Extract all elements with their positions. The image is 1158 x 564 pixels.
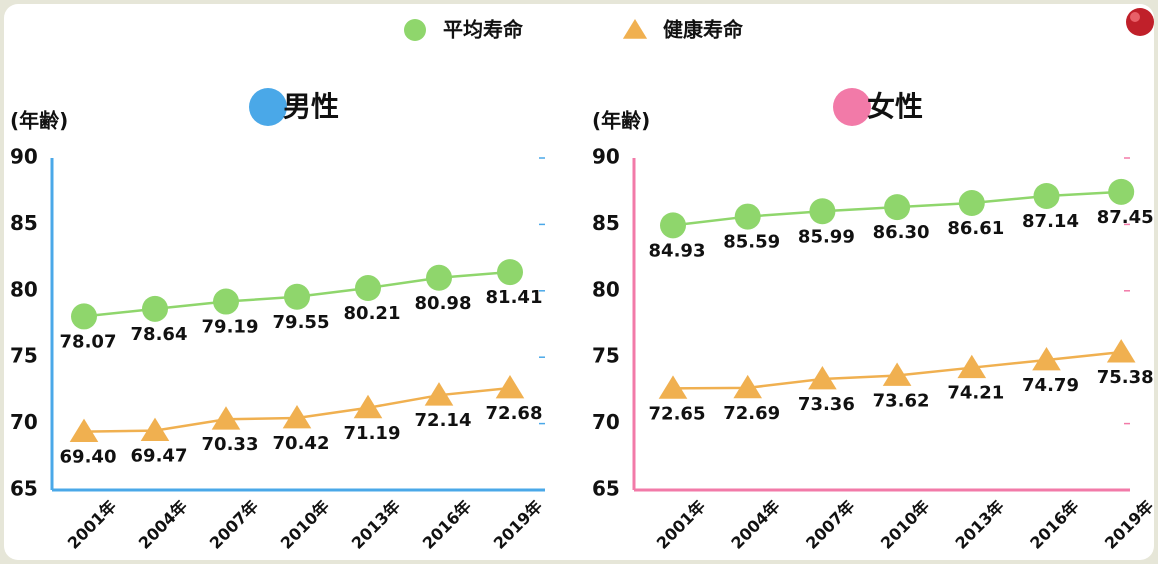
value-label: 78.07 <box>60 331 117 352</box>
legend-label: 平均寿命 <box>443 18 524 42</box>
y-tick-label: 80 <box>592 277 620 301</box>
value-label: 84.93 <box>649 240 706 261</box>
data-point <box>426 265 452 291</box>
data-point <box>497 259 523 285</box>
value-label: 87.14 <box>1022 211 1079 232</box>
data-point <box>1034 183 1060 209</box>
data-point <box>735 204 761 230</box>
value-label: 79.19 <box>202 317 259 338</box>
value-label: 70.42 <box>273 433 330 454</box>
title-badge <box>833 88 871 126</box>
title-badge <box>249 88 287 126</box>
y-tick-label: 75 <box>10 344 38 368</box>
y-tick-label: 75 <box>592 344 620 368</box>
value-label: 69.40 <box>60 447 117 468</box>
data-point <box>660 212 686 238</box>
value-label: 81.41 <box>486 287 543 308</box>
value-label: 78.64 <box>131 324 188 345</box>
value-label: 71.19 <box>344 423 401 444</box>
value-label: 72.14 <box>415 410 472 431</box>
y-tick-label: 70 <box>592 410 620 434</box>
chart-title: 女性 <box>867 90 923 123</box>
value-label: 74.21 <box>947 383 1004 404</box>
legend-marker <box>404 19 426 41</box>
value-label: 72.69 <box>723 403 780 424</box>
value-label: 74.79 <box>1022 375 1079 396</box>
data-point <box>142 296 168 322</box>
data-point <box>959 190 985 216</box>
y-tick-label: 65 <box>592 477 620 501</box>
y-axis-label: (年齢) <box>10 109 68 133</box>
corner-badge <box>1126 8 1154 36</box>
value-label: 72.65 <box>649 403 706 424</box>
corner-badge-shine <box>1130 12 1140 22</box>
y-tick-label: 90 <box>10 145 38 169</box>
value-label: 73.36 <box>798 394 855 415</box>
value-label: 72.68 <box>486 403 543 424</box>
y-tick-label: 80 <box>10 277 38 301</box>
value-label: 75.38 <box>1097 367 1154 388</box>
panel <box>4 4 1154 560</box>
value-label: 86.30 <box>873 222 930 243</box>
data-point <box>213 289 239 315</box>
chart: 平均寿命健康寿命男性(年齢)6570758085902001年2004年2007… <box>0 0 1158 564</box>
value-label: 73.62 <box>873 391 930 412</box>
value-label: 85.99 <box>798 226 855 247</box>
y-axis-label: (年齢) <box>592 109 650 133</box>
value-label: 80.98 <box>415 293 472 314</box>
legend-label: 健康寿命 <box>663 18 744 42</box>
y-tick-label: 90 <box>592 145 620 169</box>
data-point <box>1108 179 1134 205</box>
data-point <box>809 198 835 224</box>
data-point <box>355 275 381 301</box>
y-tick-label: 85 <box>10 211 38 235</box>
value-label: 70.33 <box>202 434 259 455</box>
value-label: 80.21 <box>344 303 401 324</box>
data-point <box>884 194 910 220</box>
chart-title: 男性 <box>283 90 339 123</box>
data-point <box>284 284 310 310</box>
value-label: 79.55 <box>273 312 330 333</box>
value-label: 87.45 <box>1097 207 1154 228</box>
value-label: 69.47 <box>131 446 188 467</box>
y-tick-label: 70 <box>10 410 38 434</box>
y-tick-label: 65 <box>10 477 38 501</box>
value-label: 85.59 <box>723 232 780 253</box>
value-label: 86.61 <box>947 218 1004 239</box>
data-point <box>71 303 97 329</box>
y-tick-label: 85 <box>592 211 620 235</box>
